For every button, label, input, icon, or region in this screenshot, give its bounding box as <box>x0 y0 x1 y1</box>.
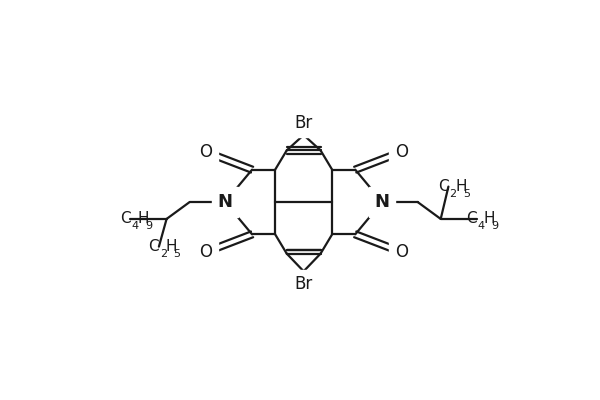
Text: H: H <box>137 212 149 226</box>
Text: 4: 4 <box>478 221 485 231</box>
Text: Br: Br <box>295 275 313 293</box>
Text: C: C <box>438 179 448 194</box>
Text: H: H <box>484 212 496 226</box>
Text: C: C <box>148 239 159 254</box>
Text: C: C <box>120 212 130 226</box>
Text: H: H <box>166 239 178 254</box>
Text: Br: Br <box>295 114 313 132</box>
Text: 4: 4 <box>131 221 138 231</box>
Text: 5: 5 <box>463 189 470 199</box>
Text: 2: 2 <box>449 189 457 199</box>
Text: O: O <box>395 143 408 161</box>
Text: N: N <box>218 193 233 211</box>
Text: 5: 5 <box>173 249 181 259</box>
Text: H: H <box>455 179 467 194</box>
Text: N: N <box>374 193 389 211</box>
Text: 9: 9 <box>145 221 152 231</box>
Text: 2: 2 <box>160 249 167 259</box>
Text: 9: 9 <box>491 221 499 231</box>
Text: O: O <box>199 243 212 261</box>
Text: C: C <box>466 212 477 226</box>
Text: O: O <box>199 143 212 161</box>
Text: O: O <box>395 243 408 261</box>
